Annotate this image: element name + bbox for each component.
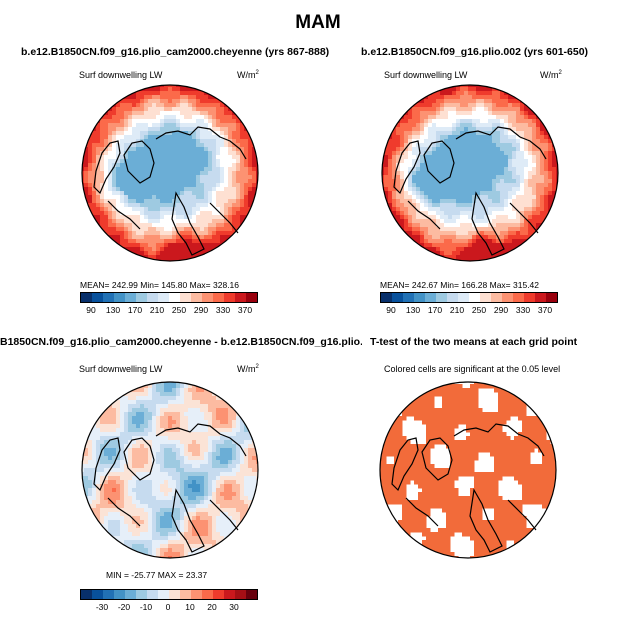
panel3-colorbar-swatch [180,590,191,599]
panel2-colorbar-tick-label: 290 [493,305,509,315]
panel4-map [379,381,557,559]
panel2-colorbar-swatch [458,293,469,302]
panel2-colorbar-swatch [403,293,414,302]
panel2-colorbar-swatch [436,293,447,302]
panel1-colorbar-tick-label: 90 [86,305,96,315]
panel2-colorbar-swatch [381,293,392,302]
panel2-colorbar-tick-label: 250 [471,305,487,315]
panel1-colorbar-swatch [125,293,136,302]
panel1-colorbar-swatch [158,293,169,302]
panel3-colorbar-tick-label: -10 [139,602,153,612]
panel2-colorbar-swatch [524,293,535,302]
panel1-colorbar-swatch [147,293,158,302]
panel3-colorbar-swatch [202,590,213,599]
panel3-colorbar-tick-label: 20 [207,602,217,612]
panel1-colorbar-swatch [191,293,202,302]
panel1-colorbar-tick-label: 250 [171,305,187,315]
panel1-colorbar-tick-label: 130 [105,305,121,315]
panel2-colorbar-swatch [535,293,546,302]
panel3-colorbar-swatch [169,590,180,599]
panel3-colorbar-swatch [125,590,136,599]
panel2-colorbar-swatch [546,293,557,302]
panel3-map [81,381,259,559]
panel2-colorbar-swatch [502,293,513,302]
panel3-colorbar-swatch [158,590,169,599]
panel1-colorbar-tick-label: 290 [193,305,209,315]
panel3-colorbar-swatch [213,590,224,599]
panel1-colorbar-swatch [81,293,92,302]
main-title: MAM [295,12,341,33]
panel2-title: b.e12.B1850CN.f09_g16.plio.002 (yrs 601-… [361,46,589,58]
panel4-subtitle: Colored cells are significant at the 0.0… [384,364,561,374]
panel3-colorbar-tick-label: -30 [95,602,109,612]
panel1-colorbar-swatch [136,293,147,302]
panel1-map [81,84,259,262]
panel3-units: W/m2 [237,364,259,374]
panel3-colorbar-swatch [103,590,114,599]
panel2-colorbar-swatch [513,293,524,302]
panel2-colorbar-swatch [425,293,436,302]
panel2-colorbar-swatch [414,293,425,302]
panel2-colorbar-tick-label: 90 [386,305,396,315]
panel3-colorbar-swatch [81,590,92,599]
panel3-colorbar-tick-label: 30 [229,602,239,612]
panel3-colorbar-swatch [147,590,158,599]
panel3-colorbar-swatch [136,590,147,599]
panel1-subtitle: Surf downwelling LW [79,70,163,80]
panel1-colorbar-swatch [202,293,213,302]
panel3-colorbar-swatch [114,590,125,599]
panel3-colorbar-tick-label: 0 [165,602,171,612]
panel1-colorbar-swatch [103,293,114,302]
panel2-colorbar-tick-label: 370 [537,305,553,315]
panel1-colorbar-swatch [235,293,246,302]
panel3-title: B1850CN.f09_g16.plio_cam2000.cheyenne - … [0,336,362,348]
panel2-colorbar-tick-label: 170 [427,305,443,315]
panel1-colorbar-swatch [246,293,257,302]
panel2-colorbar-swatch [480,293,491,302]
panel3-colorbar [80,589,258,600]
panel1-colorbar-swatch [224,293,235,302]
panel1-colorbar-swatch [114,293,125,302]
panel2-subtitle: Surf downwelling LW [384,70,468,80]
panel2-colorbar [380,292,558,303]
panel3-colorbar-swatch [235,590,246,599]
panel1-colorbar-swatch [169,293,180,302]
panel1-colorbar-tick-label: 170 [127,305,143,315]
panel3-stats: MIN = -25.77 MAX = 23.37 [106,570,208,580]
panel1-stats: MEAN= 242.99 Min= 145.80 Max= 328.16 [80,280,240,290]
panel2-map [381,84,559,262]
panel1-colorbar [80,292,258,303]
panel3-colorbar-swatch [92,590,103,599]
panel3-colorbar-swatch [224,590,235,599]
panel2-colorbar-swatch [491,293,502,302]
panel2-colorbar-swatch [392,293,403,302]
panel4-title: T-test of the two means at each grid poi… [370,336,578,348]
panel1-colorbar-swatch [213,293,224,302]
panel1-units: W/m2 [237,70,259,80]
panel2-colorbar-tick-label: 130 [405,305,421,315]
panel2-colorbar-tick-label: 210 [449,305,465,315]
panel3-subtitle: Surf downwelling LW [79,364,163,374]
panel2-stats: MEAN= 242.67 Min= 166.28 Max= 315.42 [380,280,540,290]
panel1-colorbar-tick-label: 210 [149,305,165,315]
panel3-colorbar-swatch [191,590,202,599]
panel3-colorbar-tick-label: 10 [185,602,195,612]
panel2-colorbar-swatch [469,293,480,302]
panel1-colorbar-tick-label: 330 [215,305,231,315]
panel2-colorbar-swatch [447,293,458,302]
panel1-colorbar-swatch [180,293,191,302]
panel3-colorbar-tick-label: -20 [117,602,131,612]
panel1-colorbar-tick-label: 370 [237,305,253,315]
panel3-colorbar-swatch [246,590,257,599]
panel2-units: W/m2 [540,70,562,80]
panel1-colorbar-swatch [92,293,103,302]
panel1-title: b.e12.B1850CN.f09_g16.plio_cam2000.cheye… [21,46,330,58]
panel2-colorbar-tick-label: 330 [515,305,531,315]
